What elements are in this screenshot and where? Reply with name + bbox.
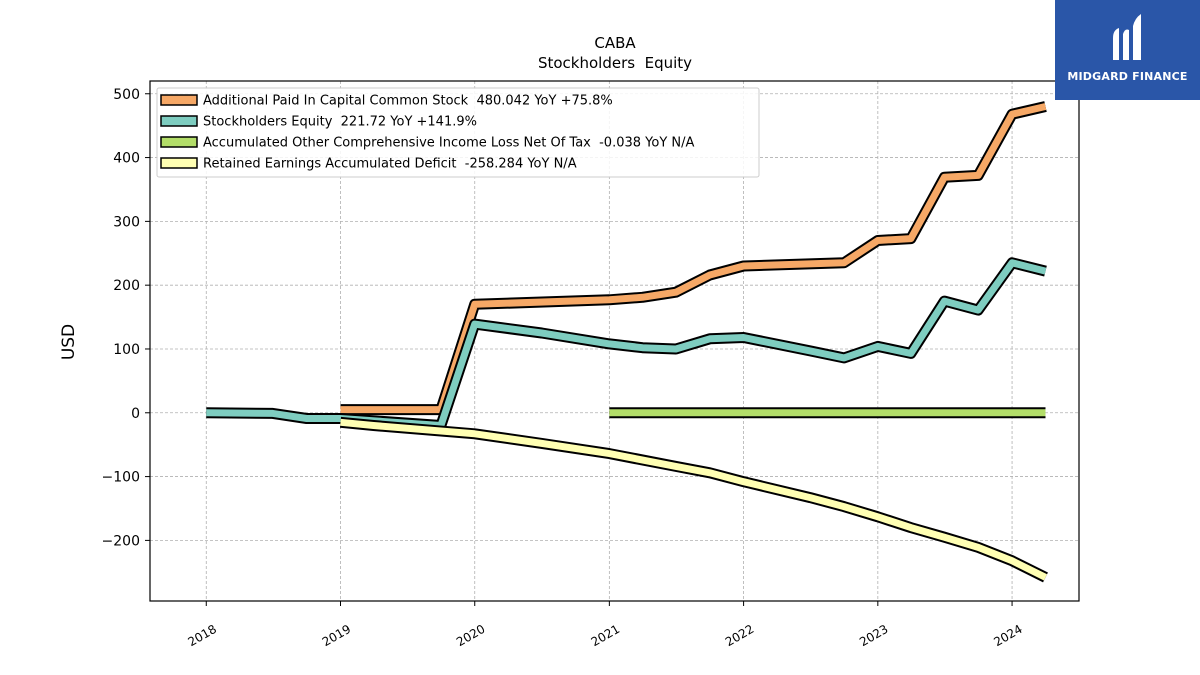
y-tick-label: −100 (102, 470, 140, 486)
y-axis-label: USD (59, 324, 79, 360)
x-tick-label: 2019 (320, 622, 353, 649)
brand-logo: MIDGARD FINANCE (1055, 0, 1200, 100)
midgard-logo-icon (1113, 14, 1141, 60)
series-line-4 (340, 418, 1048, 581)
brand-name: MIDGARD FINANCE (1067, 70, 1188, 83)
y-tick-label: 500 (113, 87, 140, 103)
legend-swatch (160, 136, 198, 148)
y-tick-label: 400 (113, 151, 140, 167)
legend-label: Additional Paid In Capital Common Stock … (203, 94, 613, 109)
chart-title: CABA (594, 34, 636, 52)
x-tick-label: 2022 (723, 622, 756, 649)
series-line-2 (206, 259, 1047, 429)
legend-label: Accumulated Other Comprehensive Income L… (203, 136, 694, 151)
legend-label: Retained Earnings Accumulated Deficit -2… (203, 157, 577, 172)
legend-swatch (160, 115, 198, 127)
legend-box (156, 87, 760, 178)
y-tick-label: 200 (113, 278, 140, 294)
x-tick-label: 2021 (589, 622, 622, 649)
y-tick-label: −200 (102, 533, 140, 549)
x-tick-label: 2024 (991, 622, 1024, 649)
y-tick-label: 100 (113, 342, 140, 358)
series-layer (206, 101, 1048, 583)
legend: Additional Paid In Capital Common Stock … (156, 87, 760, 178)
x-tick-label: 2018 (186, 622, 219, 649)
y-tick-label: 0 (131, 406, 140, 422)
legend-swatch (160, 157, 198, 169)
legend-label: Stockholders Equity 221.72 YoY +141.9% (203, 115, 477, 130)
chart-subtitle: Stockholders Equity (538, 54, 692, 72)
y-tick-label: 300 (113, 214, 140, 230)
plot-frame (149, 80, 1080, 602)
x-tick-label: 2023 (857, 622, 890, 649)
series-outline (339, 416, 1048, 583)
series-line-1 (340, 103, 1047, 414)
legend-swatch (160, 94, 198, 106)
x-tick-label: 2020 (454, 622, 487, 649)
